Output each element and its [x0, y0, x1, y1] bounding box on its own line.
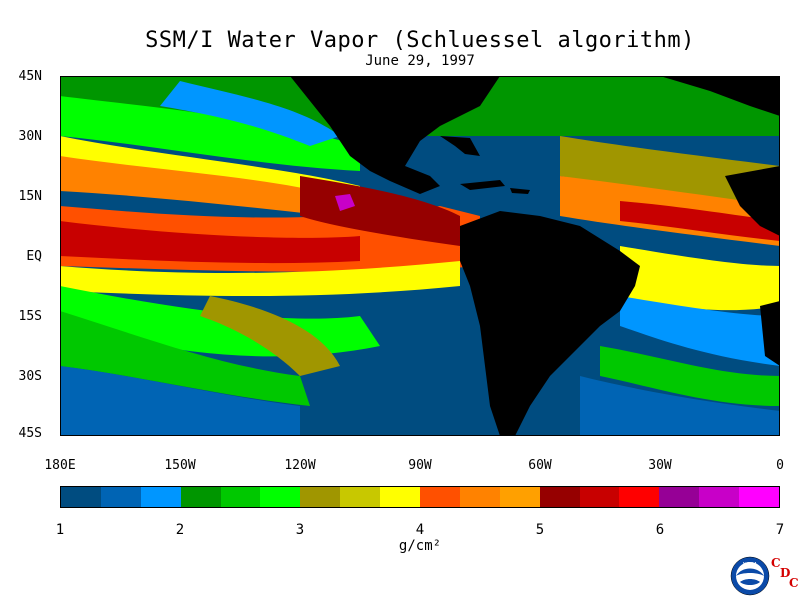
- lon-label-180e: 180E: [44, 458, 76, 473]
- lat-label-30s: 30S: [18, 369, 42, 384]
- colorbar-segment: [579, 487, 620, 507]
- colorbar-segment: [739, 487, 780, 507]
- colorbar-segment: [420, 487, 460, 507]
- colorbar-label-2: 2: [175, 522, 185, 538]
- lon-label-150w: 150W: [164, 458, 196, 473]
- lat-label-eq: EQ: [26, 249, 42, 264]
- colorbar-segment: [499, 487, 540, 507]
- lon-label-30w: 30W: [648, 458, 672, 473]
- colorbar-segment: [180, 487, 221, 507]
- colorbar-segment: [659, 487, 700, 507]
- colorbar-segment: [100, 487, 141, 507]
- colorbar-segment: [300, 487, 341, 507]
- lon-label-0: 0: [776, 458, 784, 473]
- date-subtitle: June 29, 1997: [365, 53, 475, 69]
- lon-label-60w: 60W: [528, 458, 552, 473]
- colorbar-segment: [619, 487, 660, 507]
- cdc-letter-1: C: [771, 556, 781, 570]
- page-title: SSM/I Water Vapor (Schluessel algorithm): [145, 28, 695, 53]
- lat-label-15s: 15S: [18, 309, 42, 324]
- colorbar-segment: [340, 487, 381, 507]
- colorbar-segment: [699, 487, 740, 507]
- colorbar-label-5: 5: [535, 522, 545, 538]
- lat-label-15n: 15N: [18, 189, 42, 204]
- colorbar-label-7: 7: [775, 522, 785, 538]
- colorbar-label-3: 3: [295, 522, 305, 538]
- colorbar-segment: [459, 487, 500, 507]
- colorbar-segment: [539, 487, 580, 507]
- lat-label-45s: 45S: [18, 426, 42, 441]
- colorbar-segment: [61, 487, 101, 507]
- water-vapor-map: [60, 76, 780, 436]
- cdc-letter-3: C: [789, 576, 799, 590]
- colorbar-segment: [380, 487, 421, 507]
- lon-label-90w: 90W: [408, 458, 432, 473]
- colorbar-segment: [260, 487, 301, 507]
- colorbar-label-1: 1: [55, 522, 65, 538]
- colorbar-unit: g/cm²: [398, 538, 442, 554]
- noaa-logo-text: NOAA: [743, 562, 758, 568]
- noaa-logo-icon: NOAA: [730, 556, 770, 596]
- colorbar-label-6: 6: [655, 522, 665, 538]
- lat-label-45n: 45N: [18, 69, 42, 84]
- cdc-letter-2: D: [780, 566, 791, 580]
- colorbar-segment: [220, 487, 261, 507]
- colorbar-segment: [140, 487, 181, 507]
- land-masses: [290, 76, 780, 436]
- lat-label-30n: 30N: [18, 129, 42, 144]
- colorbar-label-4: 4: [415, 522, 425, 538]
- lon-label-120w: 120W: [284, 458, 316, 473]
- colorbar: [60, 486, 780, 508]
